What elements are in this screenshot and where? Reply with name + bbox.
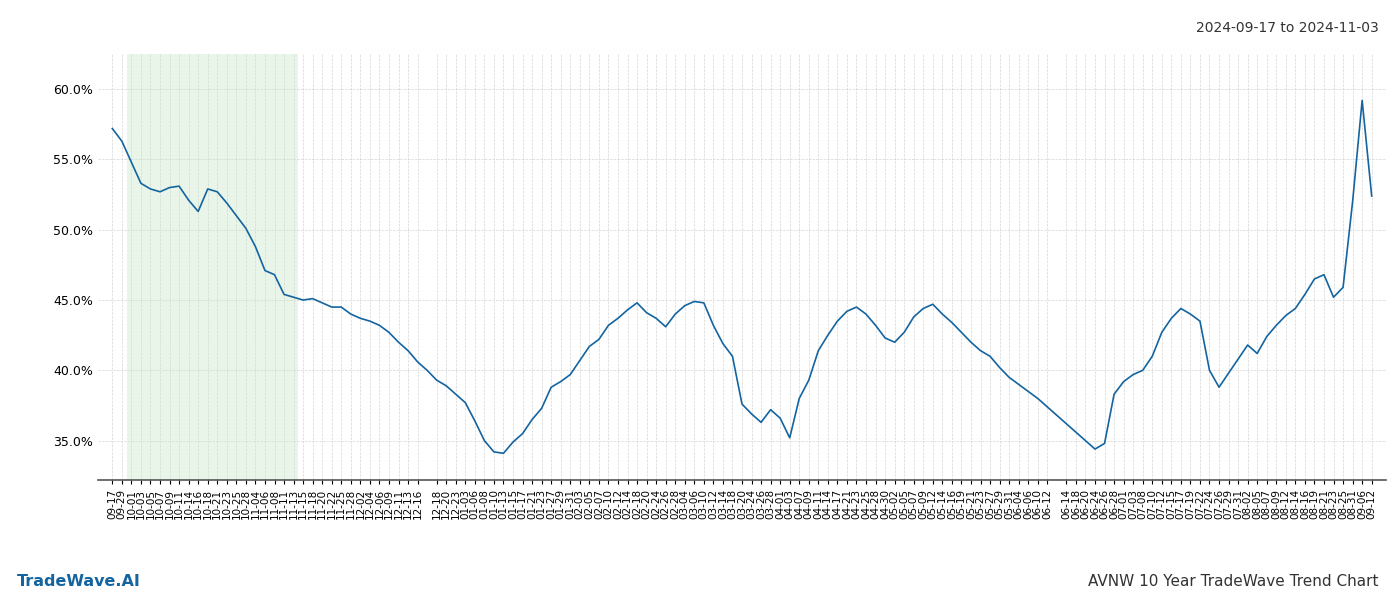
Bar	[126, 54, 298, 480]
Text: TradeWave.AI: TradeWave.AI	[17, 574, 140, 589]
Text: AVNW 10 Year TradeWave Trend Chart: AVNW 10 Year TradeWave Trend Chart	[1089, 574, 1379, 589]
Text: 2024-09-17 to 2024-11-03: 2024-09-17 to 2024-11-03	[1196, 21, 1379, 35]
